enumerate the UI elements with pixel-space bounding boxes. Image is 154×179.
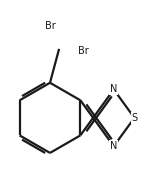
Text: Br: Br [78, 46, 89, 56]
Text: N: N [110, 84, 118, 95]
Text: S: S [131, 113, 137, 123]
Text: Br: Br [45, 21, 56, 31]
Text: N: N [110, 141, 118, 151]
